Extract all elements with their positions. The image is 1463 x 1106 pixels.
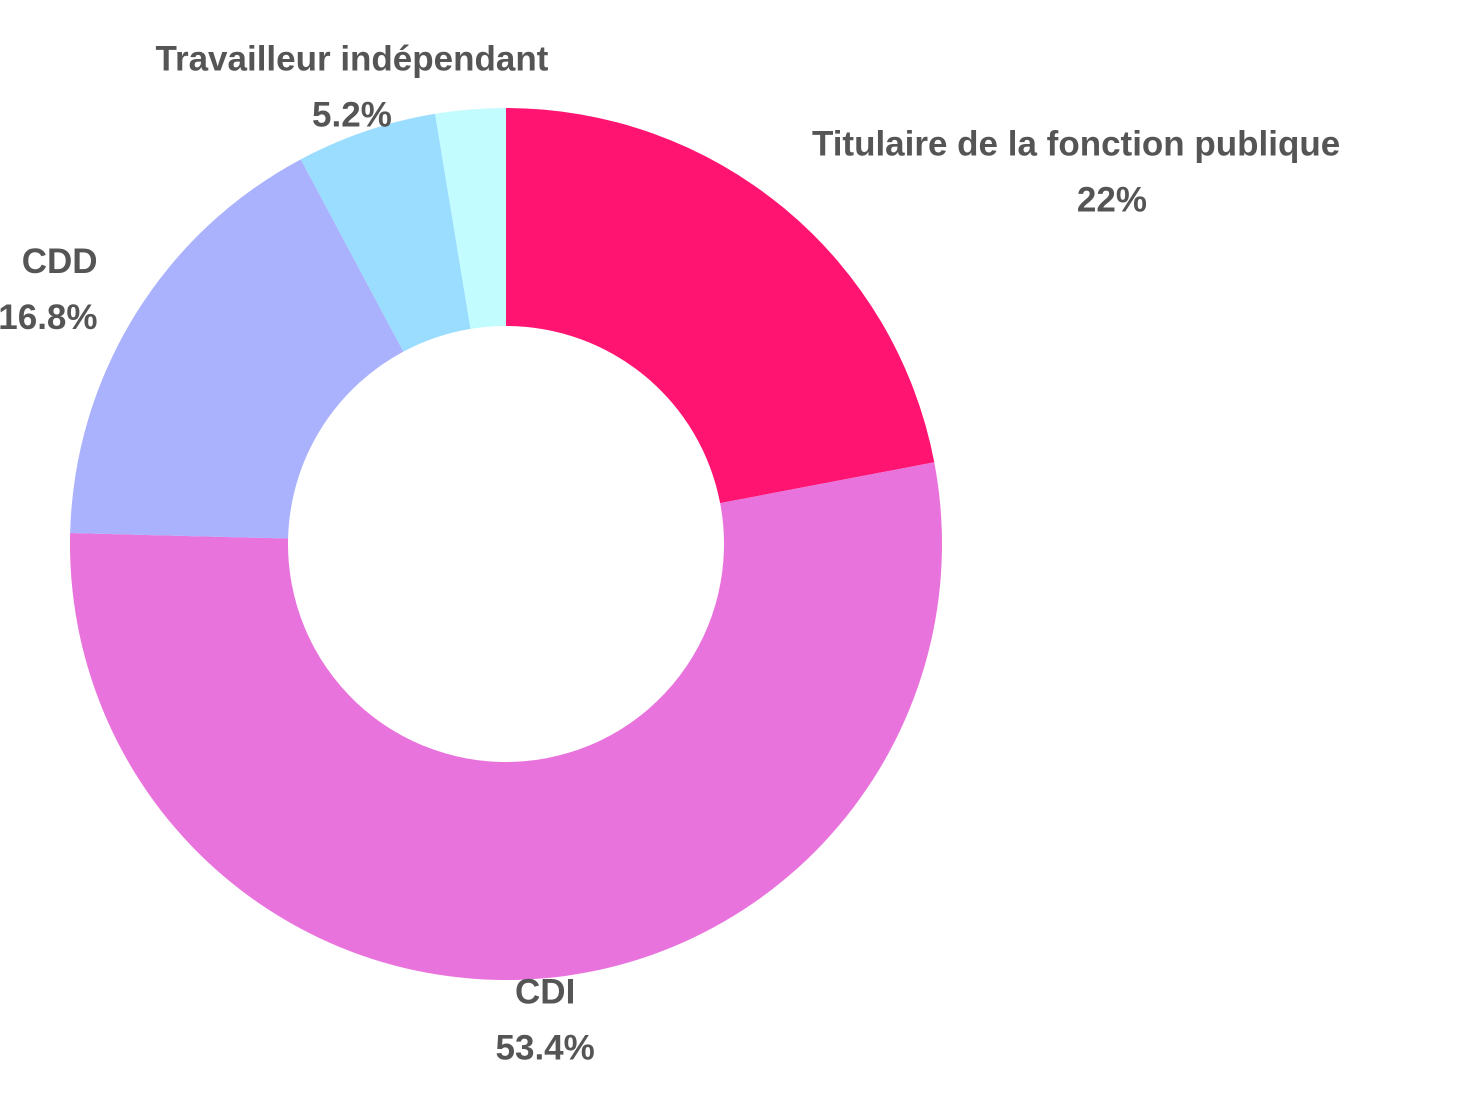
- segment-value: 22%: [1077, 180, 1147, 219]
- segment-value: 16.8%: [0, 298, 98, 337]
- segment-label: Travailleur indépendant: [156, 40, 549, 79]
- donut-segment: [506, 108, 935, 504]
- segment-label: CDI: [515, 973, 575, 1012]
- segment-label: Titulaire de la fonction publique: [812, 124, 1340, 163]
- segment-value: 53.4%: [496, 1029, 595, 1068]
- donut-segment: [435, 108, 506, 329]
- segment-label: CDD: [22, 242, 98, 281]
- donut-segment: [70, 159, 404, 539]
- donut-segment: [300, 113, 471, 352]
- segment-value: 5.2%: [312, 96, 392, 135]
- donut-segment: [69, 462, 943, 981]
